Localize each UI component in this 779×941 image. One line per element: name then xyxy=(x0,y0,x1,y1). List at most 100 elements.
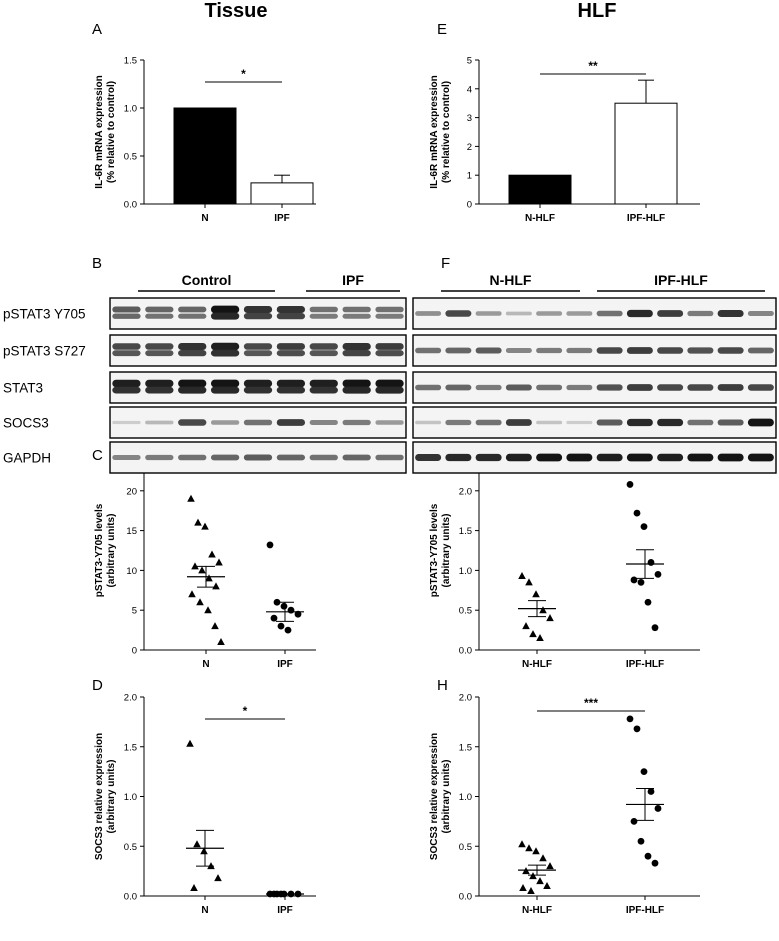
data-point-triangle xyxy=(546,614,554,622)
blot-band xyxy=(505,348,532,353)
y-axis-label: (% relative to control) xyxy=(441,81,452,183)
blot-group-label: IPF xyxy=(342,272,364,288)
blot-band xyxy=(626,418,653,427)
significance-marker: * xyxy=(243,704,248,718)
blot-band xyxy=(536,311,563,316)
data-point-circle xyxy=(644,852,652,860)
y-tick-label: 0.0 xyxy=(124,892,137,903)
data-point-triangle xyxy=(519,884,527,892)
blot-band xyxy=(747,384,774,391)
blot-band xyxy=(566,453,593,462)
data-point-triangle xyxy=(536,877,544,885)
blot-band xyxy=(309,343,338,350)
y-tick-label: 3 xyxy=(467,113,472,124)
data-point-triangle xyxy=(522,622,530,630)
blot-band xyxy=(445,419,472,426)
y-tick-label: 15 xyxy=(126,526,137,537)
data-point-triangle xyxy=(532,590,540,598)
blot-band xyxy=(566,384,593,391)
blot-band xyxy=(112,306,141,313)
panel-letter-d: D xyxy=(92,677,103,694)
data-point-circle xyxy=(280,602,288,610)
bar xyxy=(614,102,678,205)
data-point-circle xyxy=(630,817,638,825)
y-tick-label: 0 xyxy=(467,200,472,211)
data-point-circle xyxy=(637,837,645,845)
blot-band xyxy=(309,379,338,388)
blot-band xyxy=(145,386,174,394)
data-point-triangle xyxy=(204,606,212,614)
data-point-triangle xyxy=(188,590,196,598)
blot-band xyxy=(178,454,207,461)
data-point-circle xyxy=(266,541,274,549)
blot-band xyxy=(145,420,174,425)
y-axis-label: SOCS3 relative expression xyxy=(429,733,440,860)
data-point-triangle xyxy=(546,862,554,870)
blot-band xyxy=(505,311,532,316)
blot-band xyxy=(596,310,623,317)
data-point-triangle xyxy=(193,840,201,848)
column-title-hlf: HLF xyxy=(578,0,617,22)
y-tick-label: 0.5 xyxy=(124,842,137,853)
blot-band xyxy=(657,418,684,427)
blot-band xyxy=(536,453,563,462)
chart-panel-h: 0.0 0.5 1.0 1.5 2.0 N-HLF IPF-HLF SOCS3 relativ… xyxy=(429,693,700,916)
data-point-triangle xyxy=(525,578,533,586)
y-axis-label: IL-6R mRNA expression xyxy=(94,75,105,189)
blot-band xyxy=(178,350,207,357)
blot-band xyxy=(475,453,502,462)
y-axis-label: (arbitrary units) xyxy=(441,514,452,588)
blot-band xyxy=(596,347,623,354)
blot-band xyxy=(747,453,774,462)
blot-band xyxy=(342,306,371,313)
data-point-triangle xyxy=(201,522,209,530)
blot-row-label: pSTAT3 Y705 xyxy=(3,307,86,322)
blot-band xyxy=(243,313,273,320)
blot-band xyxy=(717,419,744,426)
y-tick-label: 2.0 xyxy=(124,693,137,704)
blot-band xyxy=(342,386,371,394)
y-tick-label: 2.0 xyxy=(459,486,472,497)
blot-band xyxy=(276,419,306,426)
x-category-label: IPF xyxy=(277,659,293,670)
y-tick-label: 2 xyxy=(467,142,472,153)
blot-band xyxy=(276,386,306,394)
bar xyxy=(173,107,237,205)
blot-band xyxy=(445,310,472,317)
data-point-triangle xyxy=(539,606,547,614)
data-point-circle xyxy=(633,509,641,517)
blot-band xyxy=(178,343,207,350)
x-category-label: IPF xyxy=(274,213,290,224)
y-tick-label: 1.0 xyxy=(459,792,472,803)
blot-band xyxy=(145,306,174,313)
blot-band xyxy=(178,313,207,319)
blot-band xyxy=(375,454,404,461)
blot-band xyxy=(145,350,174,357)
panel-letter-c: C xyxy=(92,447,103,464)
blot-band xyxy=(536,384,563,391)
x-category-label: IPF-HLF xyxy=(627,213,665,224)
y-tick-label: 10 xyxy=(126,566,137,577)
y-axis-label: pSTAT3-Y705 levels xyxy=(94,503,105,597)
y-axis-label: (arbitrary units) xyxy=(441,760,452,834)
data-point-circle xyxy=(644,598,652,606)
blot-band xyxy=(375,379,404,388)
blot-band xyxy=(145,343,174,350)
y-tick-label: 0 xyxy=(132,646,137,657)
panel-letter-h: H xyxy=(437,677,448,694)
blot-band xyxy=(309,313,338,319)
y-tick-label: 1.5 xyxy=(124,56,137,67)
blot-band xyxy=(276,313,306,320)
blot-right: N-HLF IPF-HLF xyxy=(412,272,777,474)
y-tick-label: 2.0 xyxy=(459,693,472,704)
blot-band xyxy=(276,379,306,388)
blot-band xyxy=(505,453,532,462)
blot-band xyxy=(375,350,404,357)
blot-band xyxy=(657,310,684,317)
blot-band xyxy=(596,419,623,426)
blot-strip xyxy=(412,297,777,330)
data-point-triangle xyxy=(529,630,537,638)
data-point-triangle xyxy=(212,582,220,590)
blot-band xyxy=(112,420,141,425)
